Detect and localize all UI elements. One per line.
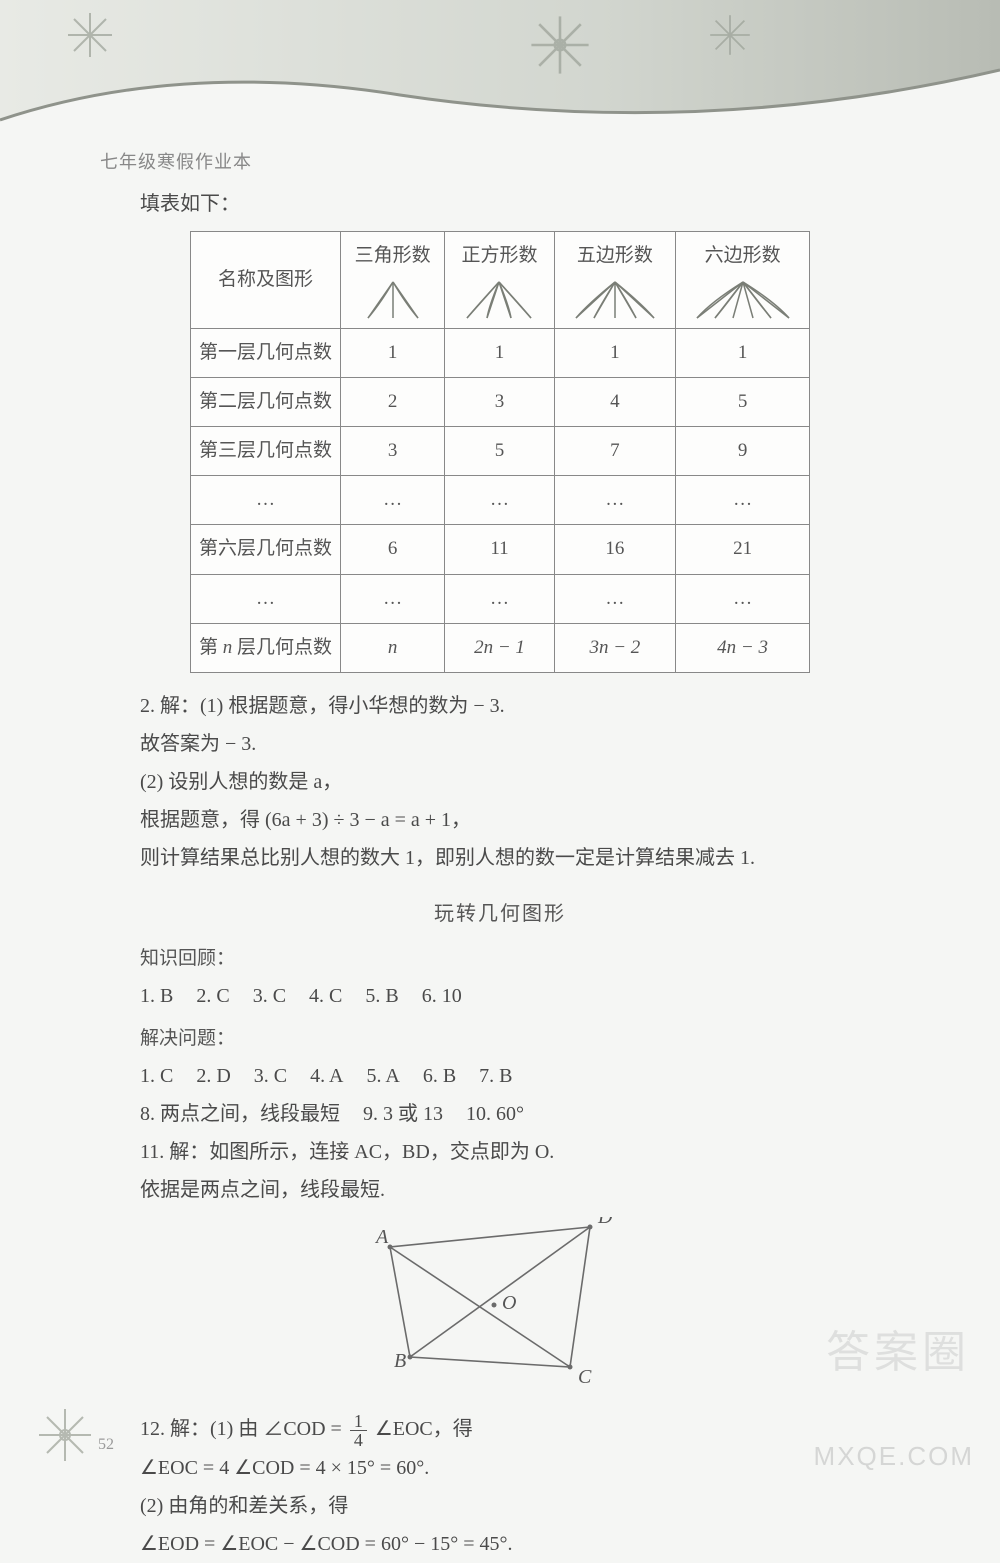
q2-line1: 2. 解：(1) 根据题意，得小华想的数为 − 3.: [140, 687, 860, 725]
table-row: 第二层几何点数2345: [191, 378, 810, 427]
review-heading: 知识回顾：: [140, 941, 860, 977]
solve-heading: 解决问题：: [140, 1021, 860, 1057]
q2-line4: 根据题意，得 (6a + 3) ÷ 3 − a = a + 1，: [140, 801, 860, 839]
q12-line4: ∠EOD = ∠EOC − ∠COD = 60° − 15° = 45°.: [140, 1525, 860, 1563]
q12-line3: (2) 由角的和差关系，得: [140, 1487, 860, 1525]
table-rowheader-label: 名称及图形: [191, 232, 341, 329]
svg-text:O: O: [502, 1292, 516, 1314]
page-content: 填表如下： 名称及图形 三角形数 正方形数 五边形数: [140, 185, 860, 1563]
page-header-label: 七年级寒假作业本: [100, 148, 252, 174]
solve-row1: 1. C 2. D 3. C 4. A 5. A 6. B 7. B: [140, 1057, 860, 1095]
q11-line1: 11. 解：如图所示，连接 AC，BD，交点即为 O.: [140, 1133, 860, 1171]
table-row: 第一层几何点数1111: [191, 329, 810, 378]
q2-line5: 则计算结果总比别人想的数大 1，即别人想的数一定是计算结果减去 1.: [140, 839, 860, 877]
svg-text:B: B: [394, 1350, 406, 1372]
solve-row2: 8. 两点之间，线段最短 9. 3 或 13 10. 60°: [140, 1095, 860, 1133]
col-header-hexagon: 六边形数: [676, 232, 810, 329]
svg-text:A: A: [374, 1226, 389, 1248]
q2-line2: 故答案为 − 3.: [140, 725, 860, 763]
quadrilateral-figure: A B C D O: [140, 1217, 860, 1400]
q12-line1: 12. 解：(1) 由 ∠COD = 14 ∠EOC，得: [140, 1410, 860, 1449]
q2-line3: (2) 设别人想的数是 a，: [140, 763, 860, 801]
table-row-last: 第 n 层几何点数 n 2n − 1 3n − 2 4n − 3: [191, 623, 810, 672]
review-answers: 1. B 2. C 3. C 4. C 5. B 6. 10: [140, 977, 860, 1015]
corner-snowflake-icon: [30, 1400, 100, 1470]
table-lead: 填表如下：: [140, 185, 860, 223]
page-number: 52: [98, 1436, 114, 1454]
col-header-pentagon: 五边形数: [554, 232, 676, 329]
table-row: ……………: [191, 574, 810, 623]
col-header-square: 正方形数: [445, 232, 554, 329]
section-title: 玩转几何图形: [140, 895, 860, 933]
col-header-triangle: 三角形数: [341, 232, 445, 329]
q11-line2: 依据是两点之间，线段最短.: [140, 1171, 860, 1209]
svg-text:D: D: [597, 1217, 613, 1228]
table-row: 第六层几何点数6111621: [191, 525, 810, 574]
svg-text:C: C: [578, 1366, 592, 1387]
page-banner: [0, 0, 1000, 160]
geometry-table: 名称及图形 三角形数 正方形数 五边形数: [190, 231, 810, 673]
table-row: ……………: [191, 476, 810, 525]
q12-line2: ∠EOC = 4 ∠COD = 4 × 15° = 60°.: [140, 1449, 860, 1487]
table-row: 第三层几何点数3579: [191, 427, 810, 476]
